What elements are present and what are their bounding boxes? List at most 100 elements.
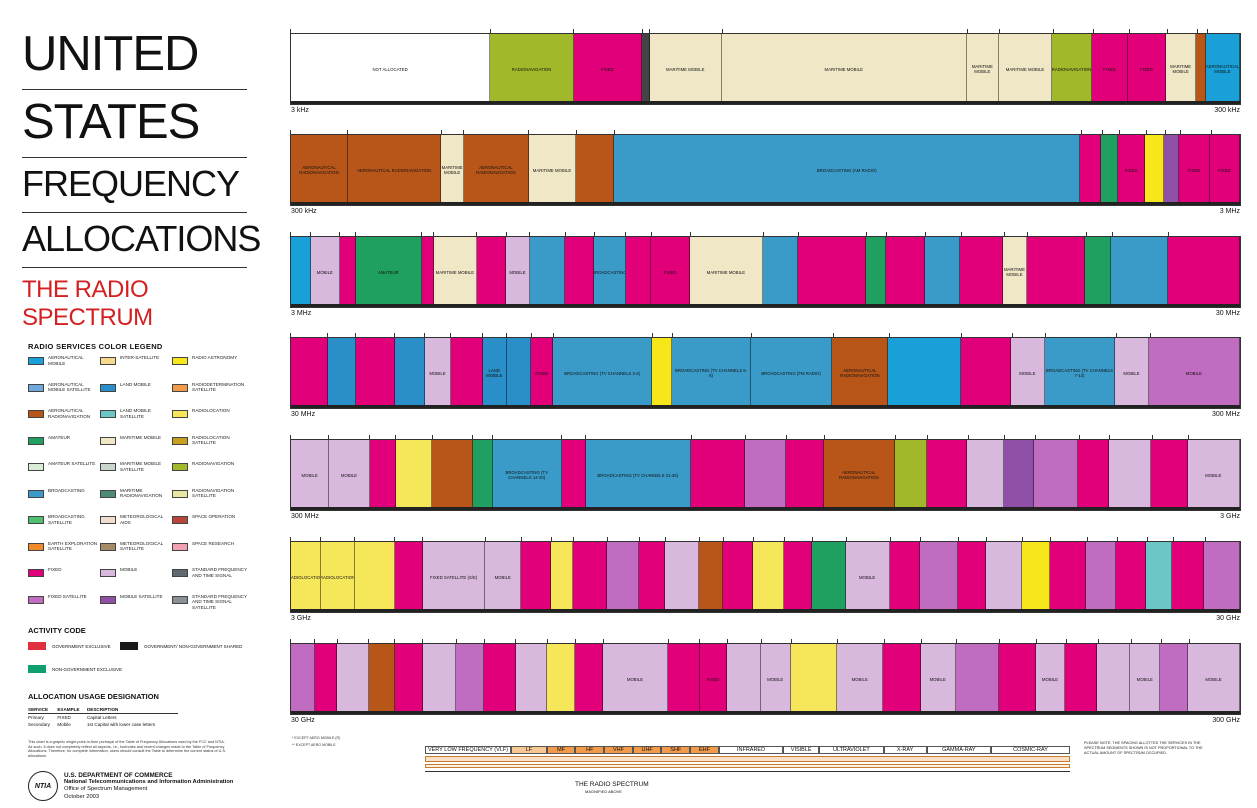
allocation-segment — [967, 440, 1004, 510]
legend-label: MOBILE SATELLITE — [120, 593, 163, 599]
segment-label: NOT ALLOCATED — [372, 66, 408, 72]
band-tick — [1188, 639, 1190, 643]
frequency-band: MOBILE AMATEUR MARITIME MOBILE MOBILE BROADC… — [290, 222, 1241, 322]
allocation-segment — [291, 644, 316, 714]
segment-label: MOBILE — [301, 472, 318, 478]
allocation-segment — [506, 338, 532, 408]
band-tick — [339, 232, 341, 236]
activity-gov-exclusive: GOVERNMENT EXCLUSIVE — [28, 642, 111, 650]
legend-label: MARITIME RADIONAVIGATION — [120, 487, 163, 499]
allocation-segment: Radiolocation — [321, 542, 356, 612]
spectrum-band-cell: ULTRAVIOLET — [819, 746, 884, 754]
allocation-segment — [998, 644, 1036, 714]
legend-title: RADIO SERVICES COLOR LEGEND — [28, 342, 163, 351]
band-low-label: 3 kHz — [291, 107, 309, 114]
band-tick — [290, 435, 291, 439]
band-tick — [529, 232, 531, 236]
band-tick — [690, 435, 692, 439]
legend-item: INTER-SATELLITE — [100, 355, 172, 382]
band-tick — [650, 232, 652, 236]
allocation-cell: Capital Letters — [86, 715, 117, 720]
band-tick — [961, 333, 963, 337]
allocation-segment — [1151, 440, 1188, 510]
allocation-segment: MOBILE — [760, 644, 791, 714]
legend-label: SPACE OPERATION — [192, 514, 236, 519]
legend-item: RADIO ASTRONOMY — [172, 355, 253, 382]
segment-label: MOBILE — [851, 676, 868, 682]
allocation-segment — [783, 542, 812, 612]
segment-label: MARITIME MOBILE — [441, 165, 463, 175]
allocation-segment: MARITIME MOBILE — [966, 34, 999, 104]
band-tick — [564, 232, 566, 236]
band-tick — [606, 537, 608, 541]
band-tick — [1116, 333, 1118, 337]
allocation-segment — [811, 542, 846, 612]
allocation-segment: MARITIME MOBILE — [649, 34, 722, 104]
legend-label: AMATEUR SATELLITE — [48, 461, 96, 466]
allocation-segment: MOBILE — [1188, 644, 1240, 714]
allocation-segment: BROADCASTING (TV CHANNELS 21-36) — [585, 440, 691, 510]
band-tick — [530, 333, 532, 337]
segment-label: FIXED — [706, 676, 720, 682]
allocation-segment — [551, 542, 574, 612]
legend-label: METEOROLOGICAL SATELLITE — [120, 540, 163, 552]
segment-label: FIXED — [601, 66, 614, 72]
band-tick — [472, 435, 474, 439]
band-tick — [1080, 130, 1082, 134]
allocation-segment: AERONAUTICAL RADIONAVIGATION — [824, 440, 895, 510]
legend-swatch — [172, 516, 188, 524]
band-tick — [762, 232, 764, 236]
band-tick — [1160, 639, 1162, 643]
band-high-label: 300 MHz — [1211, 411, 1240, 418]
band-tick — [433, 232, 435, 236]
allocation-segment — [960, 338, 1012, 408]
activity-shared: GOVERNMENT/ NON-GOVERNMENT SHARED — [120, 642, 242, 650]
band-tick — [505, 232, 507, 236]
frequency-band: MOBILE MOBILE BROADCASTING (TV CHANNELS 14… — [290, 425, 1241, 525]
legend-item: BROADCASTING SATELLITE — [28, 514, 100, 541]
legend-label: RADIONAVIGATION — [192, 461, 235, 466]
legend-item: MARITIME MOBILE — [100, 435, 172, 462]
band-tick — [894, 435, 896, 439]
band-tick — [574, 639, 576, 643]
allocation-segment: MOBILE — [1130, 644, 1161, 714]
band-high-label: 30 MHz — [1215, 310, 1240, 317]
band-low-label: 3 GHz — [291, 615, 311, 622]
allocation-segment — [985, 542, 1022, 612]
allocation-segment — [395, 644, 423, 714]
band-tick — [1168, 232, 1170, 236]
band-tick — [368, 639, 370, 643]
title-united: UNITED — [22, 27, 199, 81]
segment-label: BROADCASTING (TV CHANNELS 21-36) — [597, 472, 679, 478]
frequency-band: NOT ALLOCATED RADIONAVIGATION FIXED MARITIM… — [290, 19, 1241, 119]
segment-label: BROADCASTING (TV CHANNELS 2-4) — [564, 370, 641, 376]
band-tick — [667, 639, 669, 643]
allocation-segment — [1110, 237, 1168, 307]
allocation-segment: BROADCASTING (TV CHANNELS 7-13) — [1044, 338, 1116, 408]
band-low-label: 3 MHz — [291, 310, 312, 317]
activity-title: ACTIVITY CODE — [28, 626, 86, 635]
spectrum-band-cell: LF — [511, 746, 547, 754]
allocation-segment — [291, 237, 311, 307]
legend-swatch — [28, 569, 44, 577]
band-tick — [783, 537, 785, 541]
allocation-title: ALLOCATION USAGE DESIGNATION — [28, 692, 159, 701]
segment-label: MOBILE — [340, 472, 358, 478]
activity-bar — [291, 711, 1240, 714]
segment-label: BROADCASTING — [594, 269, 626, 275]
legend-label: MOBILE — [120, 567, 138, 572]
legend-swatch — [28, 463, 44, 471]
band-strip: MOBILE LAND MOBILE FIXED BROADCASTING (TV C… — [290, 337, 1241, 409]
band-tick — [723, 537, 725, 541]
allocation-segment — [422, 644, 457, 714]
table-row: Secondary Mobile 1st Capital with lower … — [28, 721, 178, 728]
band-tick — [672, 333, 674, 337]
legend-item: STANDARD FREQUENCY AND TIME SIGNAL SATEL… — [172, 594, 253, 621]
legend-label: INTER-SATELLITE — [120, 355, 160, 360]
band-low-label: 30 MHz — [291, 411, 316, 418]
legend-item: MOBILE — [100, 567, 172, 594]
band-strip: Aeronautical Radionavigation AERONAUTICAL… — [290, 134, 1241, 206]
allocation-segment — [690, 440, 746, 510]
legend-swatch — [28, 383, 44, 392]
activity-bar — [291, 304, 1240, 307]
